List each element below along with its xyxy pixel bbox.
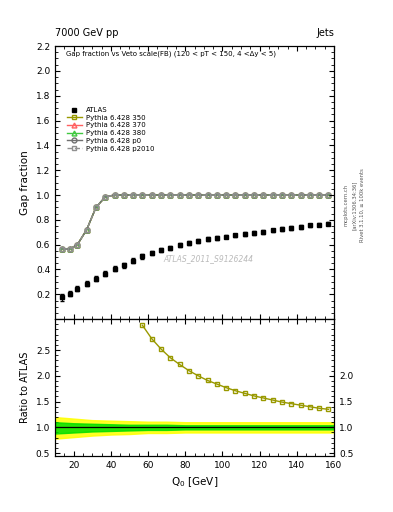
- Text: 7000 GeV pp: 7000 GeV pp: [55, 28, 119, 38]
- Legend: ATLAS, Pythia 6.428 350, Pythia 6.428 370, Pythia 6.428 380, Pythia 6.428 p0, Py: ATLAS, Pythia 6.428 350, Pythia 6.428 37…: [64, 104, 157, 155]
- Y-axis label: Gap fraction: Gap fraction: [20, 150, 30, 215]
- Y-axis label: Ratio to ATLAS: Ratio to ATLAS: [20, 352, 30, 423]
- Text: Rivet 3.1.10, ≥ 100k events: Rivet 3.1.10, ≥ 100k events: [360, 168, 365, 242]
- Text: ATLAS_2011_S9126244: ATLAS_2011_S9126244: [163, 254, 253, 264]
- Text: mcplots.cern.ch: mcplots.cern.ch: [344, 184, 349, 226]
- Text: Jets: Jets: [316, 28, 334, 38]
- X-axis label: Q$_0$ [GeV]: Q$_0$ [GeV]: [171, 475, 218, 489]
- Text: [arXiv:1306.34:36]: [arXiv:1306.34:36]: [352, 180, 357, 229]
- Text: Gap fraction vs Veto scale(FB) (120 < pT < 150, 4 <Δy < 5): Gap fraction vs Veto scale(FB) (120 < pT…: [66, 50, 276, 57]
